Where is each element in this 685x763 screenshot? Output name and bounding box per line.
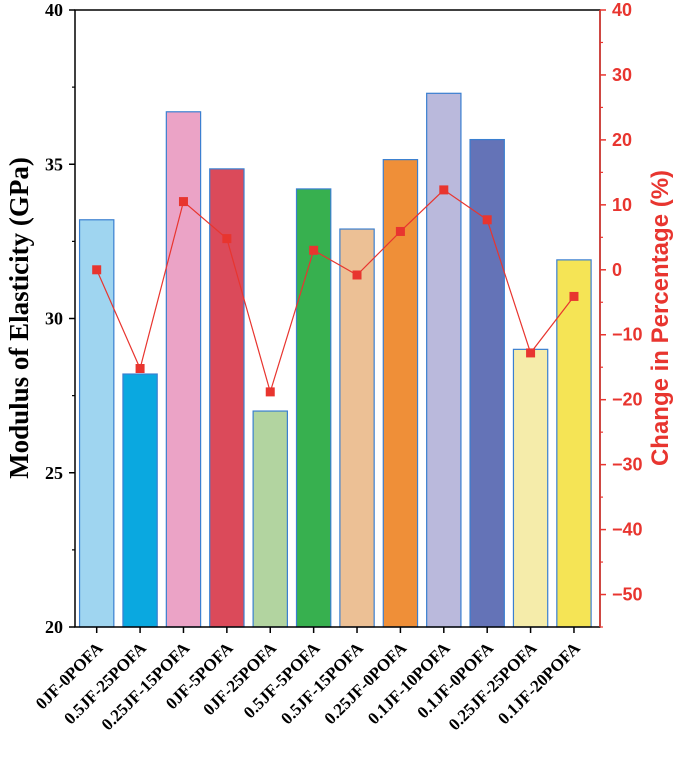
y-axis-label-left: Modulus of Elasticity (GPa): [4, 157, 34, 479]
bar-0jf-5pofa: [209, 168, 245, 628]
right-tick-label: −30: [612, 455, 643, 475]
left-tick-label: 40: [45, 0, 63, 20]
right-tick-label: 30: [612, 65, 632, 85]
bar-0-5jf-25pofa: [122, 373, 158, 628]
left-tick-label: 25: [45, 463, 63, 483]
percentage-change-series: [92, 185, 579, 397]
percentage-change-point: [178, 197, 188, 207]
left-tick-label: 35: [45, 154, 63, 174]
percentage-change-point: [135, 364, 145, 374]
right-tick-label: 10: [612, 195, 632, 215]
right-tick-label: −50: [612, 585, 643, 605]
bar-0jf-25pofa: [252, 410, 288, 628]
right-tick-label: 0: [612, 260, 622, 280]
percentage-change-point: [309, 245, 319, 255]
bar-0-1jf-0pofa: [469, 138, 505, 628]
bar-0-25jf-15pofa: [165, 111, 202, 628]
bar-0-5jf-15pofa: [339, 228, 375, 628]
right-tick-label: −40: [612, 520, 643, 540]
percentage-change-point: [352, 270, 362, 280]
left-tick-label: 20: [45, 617, 63, 637]
percentage-change-line: [96, 189, 575, 395]
percentage-change-point: [439, 185, 449, 195]
x-axis-ticks: 0JF-0POFA0.5JF-25POFA0.25JF-15POFA0JF-5P…: [32, 627, 584, 734]
percentage-change-point: [395, 226, 405, 236]
bar-0jf-0pofa: [78, 219, 115, 628]
right-tick-label: 20: [612, 130, 632, 150]
bar-0-1jf-20pofa: [556, 259, 592, 628]
percentage-change-point: [569, 291, 579, 301]
right-tick-label: −20: [612, 390, 643, 410]
percentage-change-point: [222, 234, 232, 244]
left-axis-ticks: 20 25 30 35 40: [45, 0, 75, 637]
right-axis-ticks: −50 −40 −30 −20 −10 0 10 20 30 40: [600, 0, 643, 628]
bar-0-1jf-10pofa: [426, 92, 462, 628]
bar-0-25jf-0pofa: [382, 159, 419, 628]
bar-0-25jf-25pofa: [512, 348, 549, 628]
left-tick-label: 30: [45, 309, 63, 329]
y-axis-label-right: Change in Percentage (%): [647, 170, 674, 466]
percentage-change-point: [482, 215, 492, 225]
percentage-change-point: [265, 387, 275, 397]
bar-series: [78, 92, 592, 628]
right-tick-label: 40: [612, 0, 632, 20]
bar-0-5jf-5pofa: [295, 188, 332, 628]
percentage-change-point: [526, 348, 536, 358]
right-tick-label: −10: [612, 325, 643, 345]
percentage-change-point: [92, 265, 102, 275]
